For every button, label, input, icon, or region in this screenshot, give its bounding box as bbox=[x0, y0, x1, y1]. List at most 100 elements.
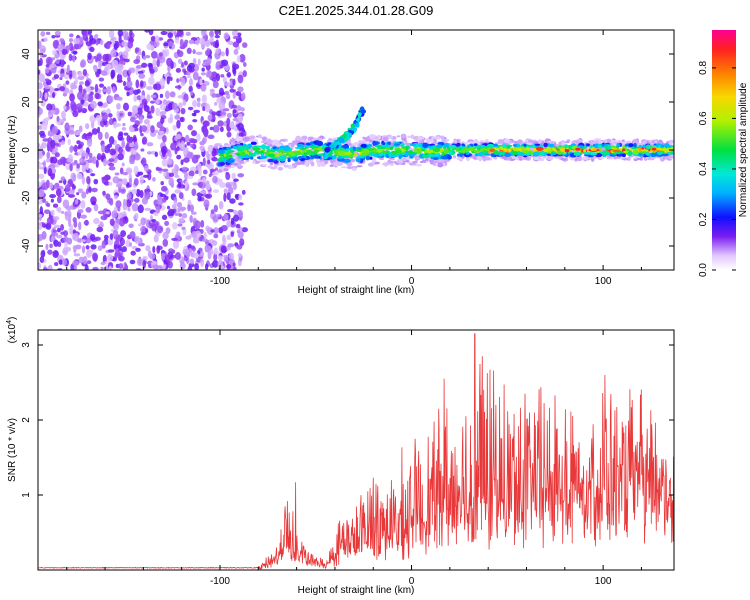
spectrogram-blob bbox=[188, 170, 195, 177]
spectrogram-blob bbox=[435, 144, 443, 149]
spectrogram-blob bbox=[270, 166, 277, 170]
spectrogram-blob bbox=[215, 213, 221, 218]
spectrogram-blob bbox=[76, 163, 80, 169]
spectrogram-blob bbox=[141, 62, 148, 68]
spectrogram-blob bbox=[94, 92, 100, 100]
spectrogram-blob bbox=[229, 138, 237, 143]
spectrogram-blob bbox=[205, 39, 211, 47]
spectrogram-blob bbox=[286, 156, 293, 160]
spectrogram-blob bbox=[50, 198, 54, 203]
spectrogram-blob bbox=[434, 153, 439, 157]
spectrogram-blob bbox=[176, 30, 184, 37]
spectrogram-blob bbox=[184, 180, 188, 189]
spectrogram-blob bbox=[183, 60, 188, 66]
spectrogram-blob bbox=[90, 244, 97, 250]
spectrogram-blob bbox=[232, 41, 240, 48]
spectrogram-blob bbox=[105, 193, 111, 201]
spectrogram-blob bbox=[422, 159, 426, 163]
spectrogram-blob bbox=[99, 221, 104, 227]
spectrogram-blob bbox=[443, 143, 450, 148]
spectrogram-blob bbox=[135, 267, 142, 270]
spectrogram-blob bbox=[69, 224, 74, 233]
spectrogram-blob bbox=[144, 105, 150, 112]
spectrogram-blob bbox=[259, 155, 267, 159]
spectrogram-blob bbox=[90, 173, 96, 177]
spectrogram-blob bbox=[295, 135, 302, 141]
spectrogram-blob bbox=[196, 133, 201, 142]
spectrogram-blob bbox=[110, 49, 117, 58]
spectrogram-blob bbox=[207, 159, 211, 165]
spectrogram-blob bbox=[345, 148, 349, 153]
spectrogram-blob bbox=[75, 244, 82, 250]
spectrogram-blob bbox=[115, 96, 123, 101]
spectrogram-blob bbox=[195, 51, 203, 55]
spectrogram-blob bbox=[53, 239, 59, 247]
spectrogram-blob bbox=[79, 157, 85, 164]
spectrogram-blob bbox=[633, 143, 637, 148]
spectrogram-blob bbox=[449, 144, 457, 149]
spectrogram-blob bbox=[167, 32, 174, 39]
spectrogram-blob bbox=[316, 158, 320, 164]
spectrogram-blob bbox=[120, 188, 126, 193]
spectrogram-blob bbox=[107, 143, 113, 148]
spectrogram-blob bbox=[98, 77, 105, 82]
spectrogram-blob bbox=[484, 145, 489, 149]
spectrogram-blob bbox=[139, 80, 144, 88]
spectrogram-blob bbox=[534, 143, 541, 146]
spectrogram-blob bbox=[137, 107, 143, 116]
y-tick-label: -40 bbox=[21, 238, 32, 253]
spectrogram-blob bbox=[168, 172, 175, 178]
spectrogram-blob bbox=[360, 109, 367, 114]
spectrogram-blob bbox=[66, 105, 70, 111]
spectrogram-blob bbox=[133, 153, 141, 161]
spectrogram-blob bbox=[250, 141, 257, 145]
spectrogram-blob bbox=[133, 178, 139, 186]
spectrogram-blob bbox=[192, 99, 198, 108]
x-tick-label: 100 bbox=[595, 576, 612, 587]
spectrogram-blob bbox=[540, 150, 545, 156]
spectrogram-blob bbox=[92, 266, 99, 270]
spectrogram-blob bbox=[212, 259, 219, 268]
spectrogram-blob bbox=[174, 114, 180, 120]
spectrogram-blob bbox=[212, 171, 219, 176]
spectrogram-blob bbox=[50, 209, 55, 216]
spectrogram-blob bbox=[65, 45, 71, 51]
spectrogram-blob bbox=[219, 126, 224, 133]
spectrogram-blob bbox=[261, 163, 267, 166]
spectrogram-blob bbox=[129, 30, 133, 38]
spectrogram-blob bbox=[208, 173, 212, 178]
spectrogram-blob bbox=[179, 38, 184, 48]
spectrogram-image bbox=[38, 30, 674, 270]
spectrogram-blob bbox=[201, 67, 205, 72]
spectrogram-blob bbox=[108, 162, 115, 167]
spectrogram-blob bbox=[82, 32, 88, 41]
spectrogram-blob bbox=[80, 239, 86, 243]
spectrogram-blob bbox=[456, 153, 463, 157]
spectrogram-blob bbox=[275, 143, 282, 147]
spectrogram-blob bbox=[210, 229, 215, 233]
spectrogram-blob bbox=[108, 265, 113, 270]
spectrogram-blob bbox=[355, 122, 360, 128]
spectrogram-blob bbox=[83, 101, 89, 107]
spectrogram-blob bbox=[184, 39, 189, 45]
spectrogram-blob bbox=[43, 166, 47, 175]
spectrogram-blob bbox=[51, 92, 56, 99]
spectrogram-blob bbox=[68, 218, 72, 228]
spectrogram-blob bbox=[219, 162, 226, 166]
spectrogram-blob bbox=[227, 40, 234, 46]
spectrogram-blob bbox=[156, 58, 160, 68]
spectrogram-blob bbox=[196, 101, 201, 108]
spectrogram-blob bbox=[432, 157, 439, 160]
spectrogram-blob bbox=[214, 30, 220, 36]
spectrogram-blob bbox=[86, 132, 93, 137]
spectrogram-blob bbox=[238, 193, 243, 201]
spectrogram-blob bbox=[188, 67, 195, 73]
spectrogram-blob bbox=[277, 166, 284, 171]
spectrogram-blob bbox=[108, 166, 116, 171]
spectrogram-blob bbox=[100, 70, 108, 76]
spectrogram-blob bbox=[478, 157, 482, 162]
spectrogram-blob bbox=[560, 148, 566, 152]
spectrogram-blob bbox=[316, 140, 324, 147]
spectrogram-blob bbox=[62, 199, 70, 209]
spectrogram-blob bbox=[135, 247, 141, 252]
